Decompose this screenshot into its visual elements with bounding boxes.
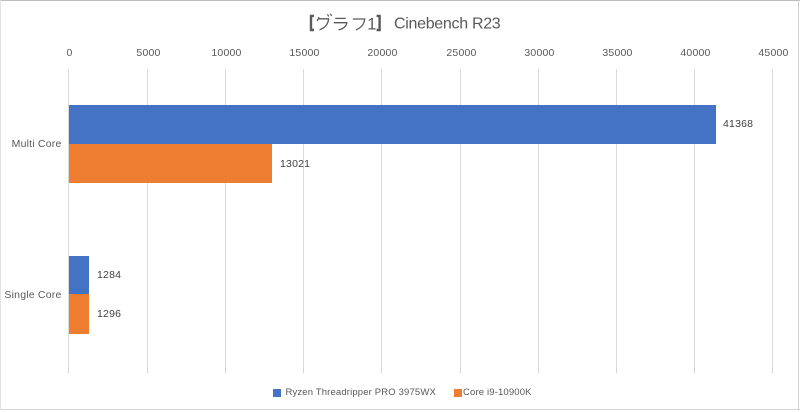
svg-text:1: 1 bbox=[367, 16, 376, 34]
svg-text:Cinebench R23: Cinebench R23 bbox=[394, 16, 501, 33]
